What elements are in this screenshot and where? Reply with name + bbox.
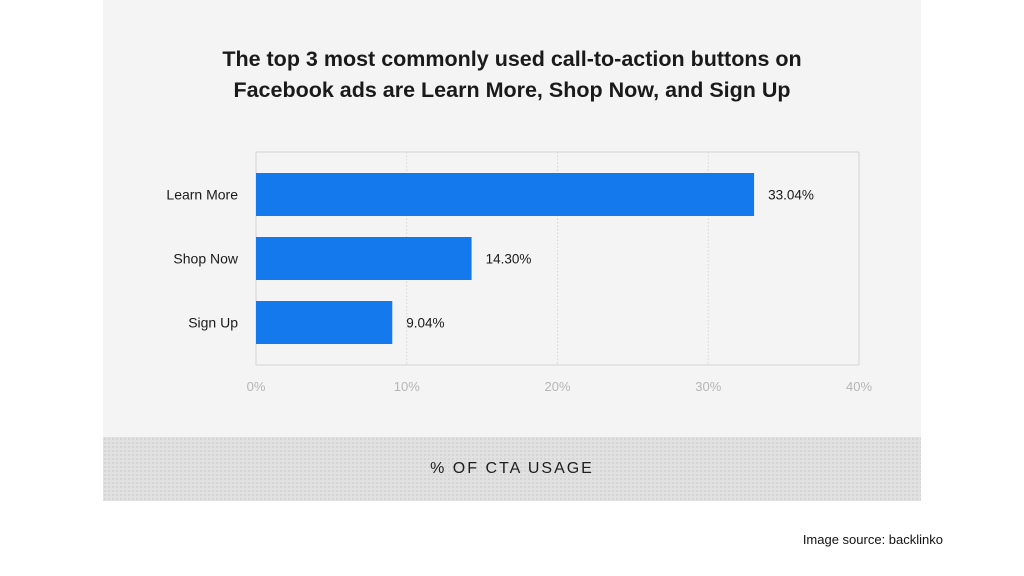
- value-label: 9.04%: [406, 316, 444, 331]
- chart-card: [103, 0, 921, 437]
- bar-chart: 0% 10% 20% 30% 40% Learn More 33.04% Shop Now 14…: [166, 151, 872, 394]
- value-label: 14.30%: [486, 252, 532, 267]
- category-label: Shop Now: [173, 251, 238, 267]
- x-tick-label: 0%: [247, 379, 266, 394]
- category-label: Sign Up: [188, 315, 238, 331]
- bar-sign-up: [256, 301, 393, 344]
- chart-title: The top 3 most commonly used call-to-act…: [103, 44, 921, 106]
- chart-title-line-1: The top 3 most commonly used call-to-act…: [222, 47, 802, 71]
- x-axis-title: % OF CTA USAGE: [430, 460, 594, 477]
- image-source-credit: Image source: backlinko: [802, 532, 943, 547]
- x-tick-label: 20%: [544, 379, 570, 394]
- value-label: 33.04%: [768, 188, 814, 203]
- bar-shop-now: [256, 237, 472, 280]
- category-label: Learn More: [166, 187, 238, 203]
- x-tick-label: 10%: [394, 379, 420, 394]
- x-tick-label: 40%: [846, 379, 872, 394]
- x-tick-label: 30%: [695, 379, 721, 394]
- x-axis-title-band: % OF CTA USAGE: [103, 437, 921, 501]
- bar-learn-more: [256, 173, 755, 216]
- chart-title-line-2: Facebook ads are Learn More, Shop Now, a…: [233, 78, 791, 102]
